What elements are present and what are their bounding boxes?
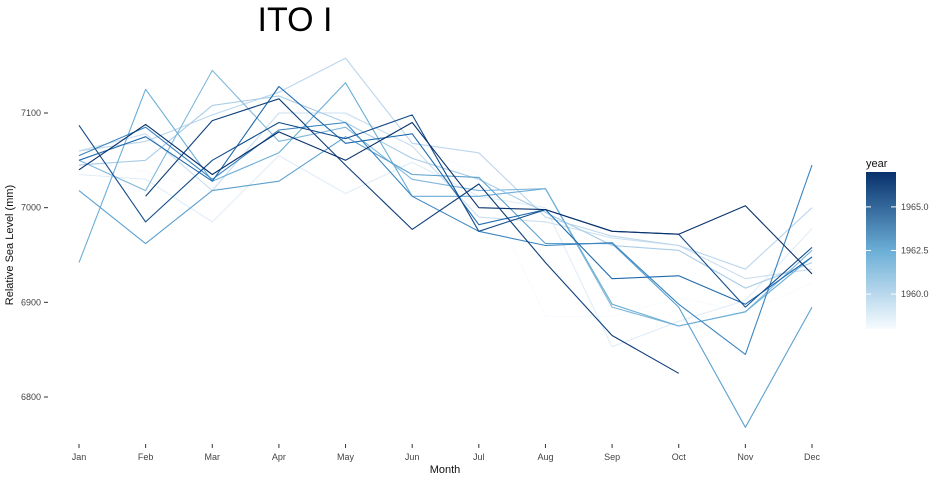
x-tick-label: Jun (405, 452, 420, 462)
series-line-1967 (78, 121, 813, 275)
x-tick-label: Jul (473, 452, 485, 462)
series-line-1958 (78, 114, 813, 318)
color-legend: year 1960.0 1962.5 1965.0 (866, 158, 929, 329)
x-tick-label: May (337, 452, 355, 462)
series-line-1966 (78, 114, 813, 308)
y-axis: 6800 6900 7000 7100 (21, 108, 48, 402)
x-axis-title: Month (430, 464, 461, 476)
y-tick-label: 7100 (21, 108, 41, 118)
series-line-1966-5 (145, 98, 679, 374)
x-axis: Jan Feb Mar Apr May Jun Jul Aug Sep Oct Nov Dec (72, 444, 821, 462)
legend-tick-label: 1960.0 (901, 289, 929, 299)
series-line-1960-5 (78, 57, 813, 270)
y-axis-title: Relative Sea Level (mm) (4, 185, 16, 305)
legend-ticks: 1960.0 1962.5 1965.0 (866, 202, 929, 299)
x-tick-label: Oct (672, 452, 687, 462)
legend-tick-label: 1965.0 (901, 202, 929, 212)
x-tick-label: Apr (272, 452, 286, 462)
x-tick-label: Nov (737, 452, 754, 462)
series-line-1959 (78, 155, 813, 348)
series-line-1961 (78, 95, 813, 289)
series-line-1965 (78, 85, 813, 305)
chart-title: ITO I (258, 1, 333, 39)
series-line-1962 (78, 69, 813, 327)
x-tick-label: Sep (604, 452, 620, 462)
x-tick-label: Mar (205, 452, 221, 462)
x-tick-label: Aug (537, 452, 553, 462)
series-lines (78, 57, 813, 428)
legend-title: year (866, 158, 888, 170)
legend-tick-label: 1962.5 (901, 246, 929, 256)
series-line-1960 (78, 112, 813, 280)
x-tick-label: Jan (72, 452, 87, 462)
series-line-1962-5 (78, 82, 813, 327)
y-tick-label: 7000 (21, 203, 41, 213)
y-tick-label: 6800 (21, 392, 41, 402)
y-tick-label: 6900 (21, 297, 41, 307)
series-line-1963 (78, 136, 813, 428)
x-tick-label: Dec (804, 452, 821, 462)
x-tick-label: Feb (138, 452, 154, 462)
